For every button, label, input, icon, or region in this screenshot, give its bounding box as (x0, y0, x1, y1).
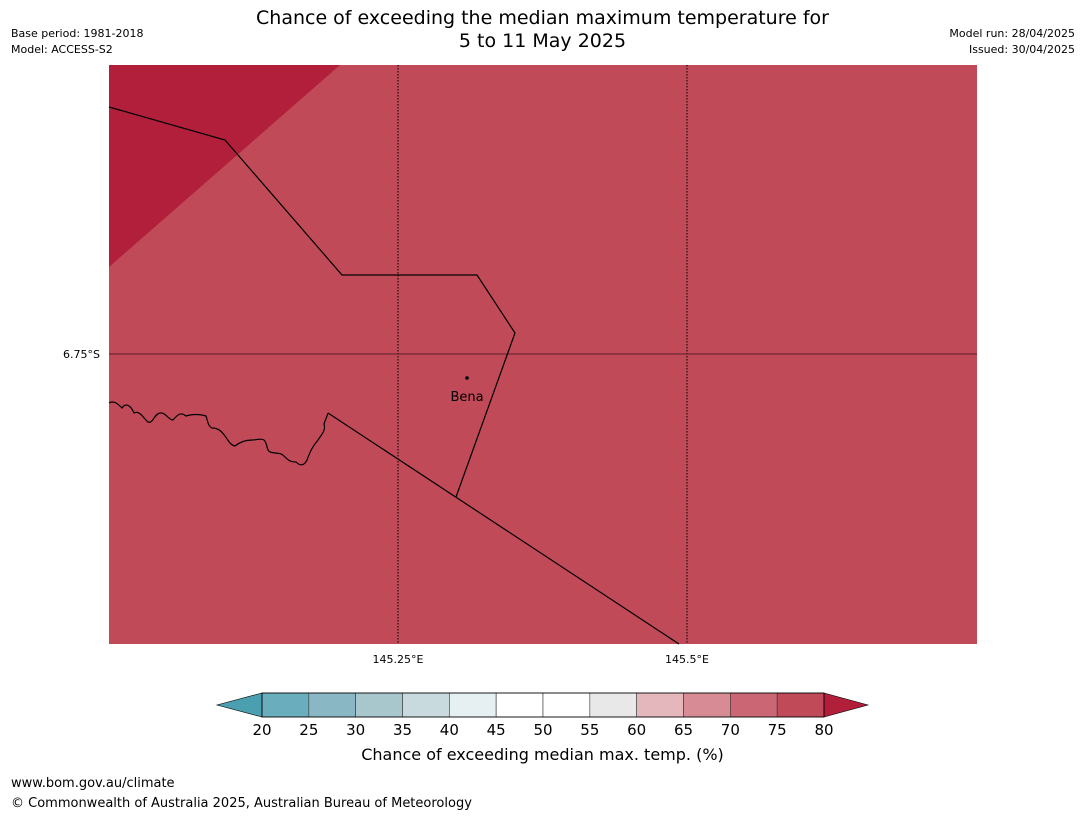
issued-text: Issued: 30/04/2025 (968, 43, 1075, 56)
colorbar-bin (308, 692, 356, 718)
colorbar-tick-label: 50 (533, 721, 552, 739)
colorbar-bin (542, 692, 591, 718)
colorbar-bin (683, 692, 731, 718)
province-boundary (108, 106, 516, 498)
bena-marker (465, 376, 469, 380)
model-text: Model: ACCESS-S2 (11, 43, 113, 56)
colorbar-tick-label: 45 (487, 721, 506, 739)
colorbar-bin (636, 692, 684, 718)
colorbar-bin (449, 692, 497, 718)
title-line-2: 5 to 11 May 2025 (458, 30, 627, 52)
colorbar-tick-label: 55 (580, 721, 599, 739)
colorbar-bin (730, 692, 778, 718)
colorbar-bin (261, 692, 310, 718)
colorbar-bin (776, 692, 825, 718)
colorbar-label: Chance of exceeding median max. temp. (%… (361, 745, 724, 764)
colorbar-tick-label: 35 (393, 721, 412, 739)
colorbar-bin (589, 692, 637, 718)
colorbar: 20 25 30 35 40 45 50 55 60 65 70 75 80 (215, 692, 870, 739)
colorbar-low-extend (215, 692, 263, 718)
latitude-label: 6.75°S (63, 348, 100, 361)
colorbar-high-extend (823, 692, 870, 718)
colorbar-tick-label: 20 (252, 721, 271, 739)
copyright-text: © Commonwealth of Australia 2025, Austra… (11, 796, 472, 811)
colorbar-tick-label: 40 (440, 721, 459, 739)
website-link[interactable]: www.bom.gov.au/climate (11, 776, 175, 791)
footer: www.bom.gov.au/climate © Commonwealth of… (11, 774, 472, 814)
colorbar-bin (495, 692, 544, 718)
colorbar-tick-label: 65 (674, 721, 693, 739)
colorbar-tick-label: 80 (814, 721, 833, 739)
colorbar-outline (261, 692, 825, 718)
colorbar-bin (355, 692, 403, 718)
colorbar-tick-label: 25 (299, 721, 318, 739)
meta-right: Model run: 28/04/2025 Issued: 30/04/2025 (949, 26, 1075, 58)
title-line-1: Chance of exceeding the median maximum t… (256, 7, 829, 29)
meta-left: Base period: 1981-2018 Model: ACCESS-S2 (11, 26, 143, 58)
high-chance-zone (109, 65, 340, 267)
forecast-map: Bena 6.75°S 145.25°E 145.5°E (63, 65, 977, 666)
colorbar-tick-label: 75 (768, 721, 787, 739)
colorbar-tick-label: 70 (721, 721, 740, 739)
base-period-text: Base period: 1981-2018 (11, 27, 144, 40)
colorbar-tick-label: 30 (346, 721, 365, 739)
colorbar-tick-label: 60 (627, 721, 646, 739)
river-coastline (108, 401, 329, 466)
longitude-label-145-5: 145.5°E (665, 653, 709, 666)
province-boundary-south (327, 412, 680, 645)
bena-label: Bena (450, 390, 483, 405)
colorbar-bin (402, 692, 450, 718)
map-title: Chance of exceeding the median maximum t… (0, 7, 1085, 53)
model-run-text: Model run: 28/04/2025 (949, 27, 1075, 40)
longitude-label-145-25: 145.25°E (373, 653, 424, 666)
